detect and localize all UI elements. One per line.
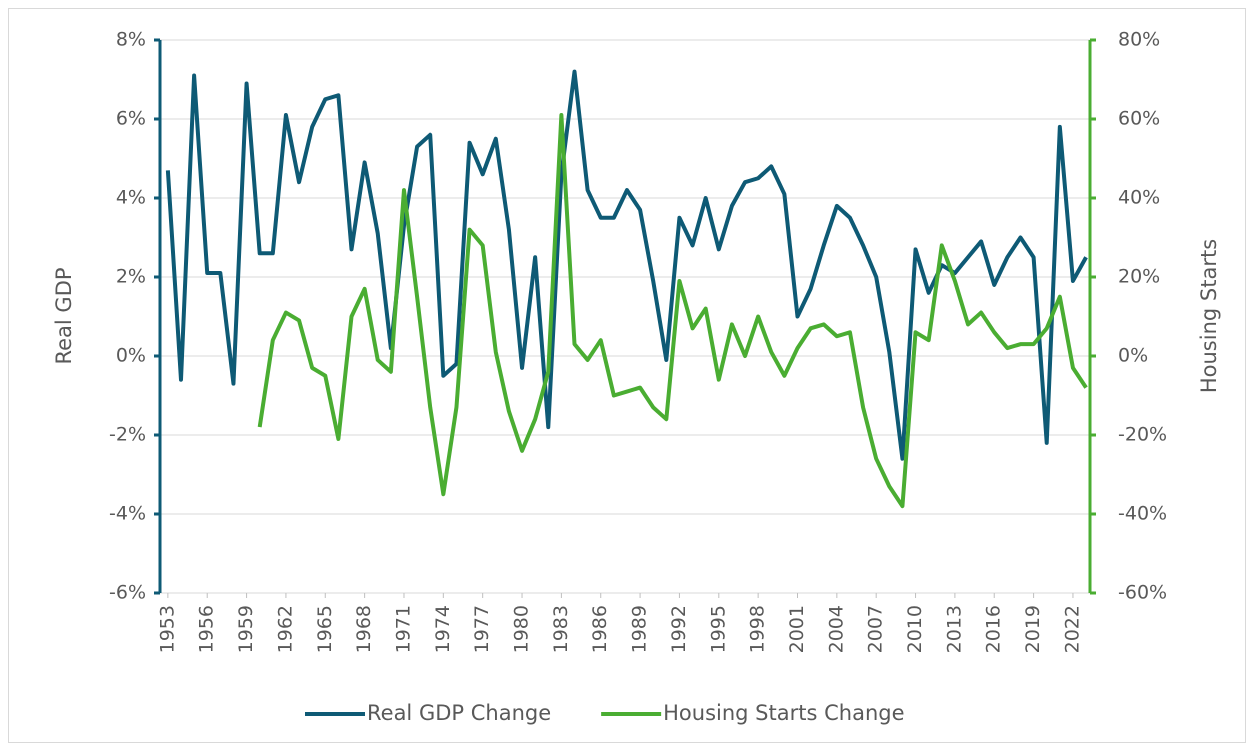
x-tick-label: 1962	[274, 605, 296, 653]
y-tick-label: 0%	[116, 345, 146, 367]
y2-tick-label: 40%	[1118, 187, 1160, 209]
y-tick-label: -6%	[109, 582, 146, 604]
y2-tick-label: 80%	[1118, 29, 1160, 51]
y2-tick-label: 0%	[1118, 345, 1148, 367]
x-tick-label: 2016	[983, 605, 1005, 653]
y-tick-label: 4%	[116, 187, 146, 209]
x-tick-label: 2019	[1022, 605, 1044, 653]
chart-border	[8, 8, 1246, 743]
x-tick-label: 1989	[629, 605, 651, 653]
y2-tick-label: 20%	[1118, 266, 1160, 288]
y2-tick-label: -20%	[1118, 424, 1167, 446]
legend-label: Real GDP Change	[367, 701, 551, 725]
x-tick-label: 2022	[1061, 605, 1083, 653]
y2-tick-label: 60%	[1118, 108, 1160, 130]
x-tick-label: 1974	[432, 605, 454, 653]
series-line	[257, 113, 1088, 509]
x-tick-label: 1992	[668, 605, 690, 653]
x-tick-label: 1998	[747, 605, 769, 653]
y-tick-label: -4%	[109, 503, 146, 525]
y2-axis-title: Housing Starts	[1197, 239, 1221, 393]
x-tick-label: 1983	[550, 605, 572, 653]
y-tick-label: 8%	[116, 29, 146, 51]
x-tick-label: 1995	[707, 605, 729, 653]
y2-tick-label: -40%	[1118, 503, 1167, 525]
x-tick-label: 2010	[904, 605, 926, 653]
y-tick-label: 6%	[116, 108, 146, 130]
x-tick-label: 2004	[825, 605, 847, 653]
x-tick-label: 1980	[511, 605, 533, 653]
x-tick-label: 2013	[943, 605, 965, 653]
legend-label: Housing Starts Change	[663, 701, 904, 725]
x-tick-label: 1971	[392, 605, 414, 653]
y2-tick-label: -60%	[1118, 582, 1167, 604]
y-axis-title: Real GDP	[52, 267, 76, 364]
y-tick-label: -2%	[109, 424, 146, 446]
x-tick-label: 1968	[353, 605, 375, 653]
x-tick-label: 1953	[156, 605, 178, 653]
x-tick-label: 2007	[865, 605, 887, 653]
x-tick-label: 1965	[314, 605, 336, 653]
series-line	[165, 69, 1088, 461]
x-tick-label: 2001	[786, 605, 808, 653]
x-tick-label: 1956	[196, 605, 218, 653]
x-tick-label: 1959	[235, 605, 257, 653]
x-tick-label: 1986	[589, 605, 611, 653]
x-tick-label: 1977	[471, 605, 493, 653]
y-tick-label: 2%	[116, 266, 146, 288]
